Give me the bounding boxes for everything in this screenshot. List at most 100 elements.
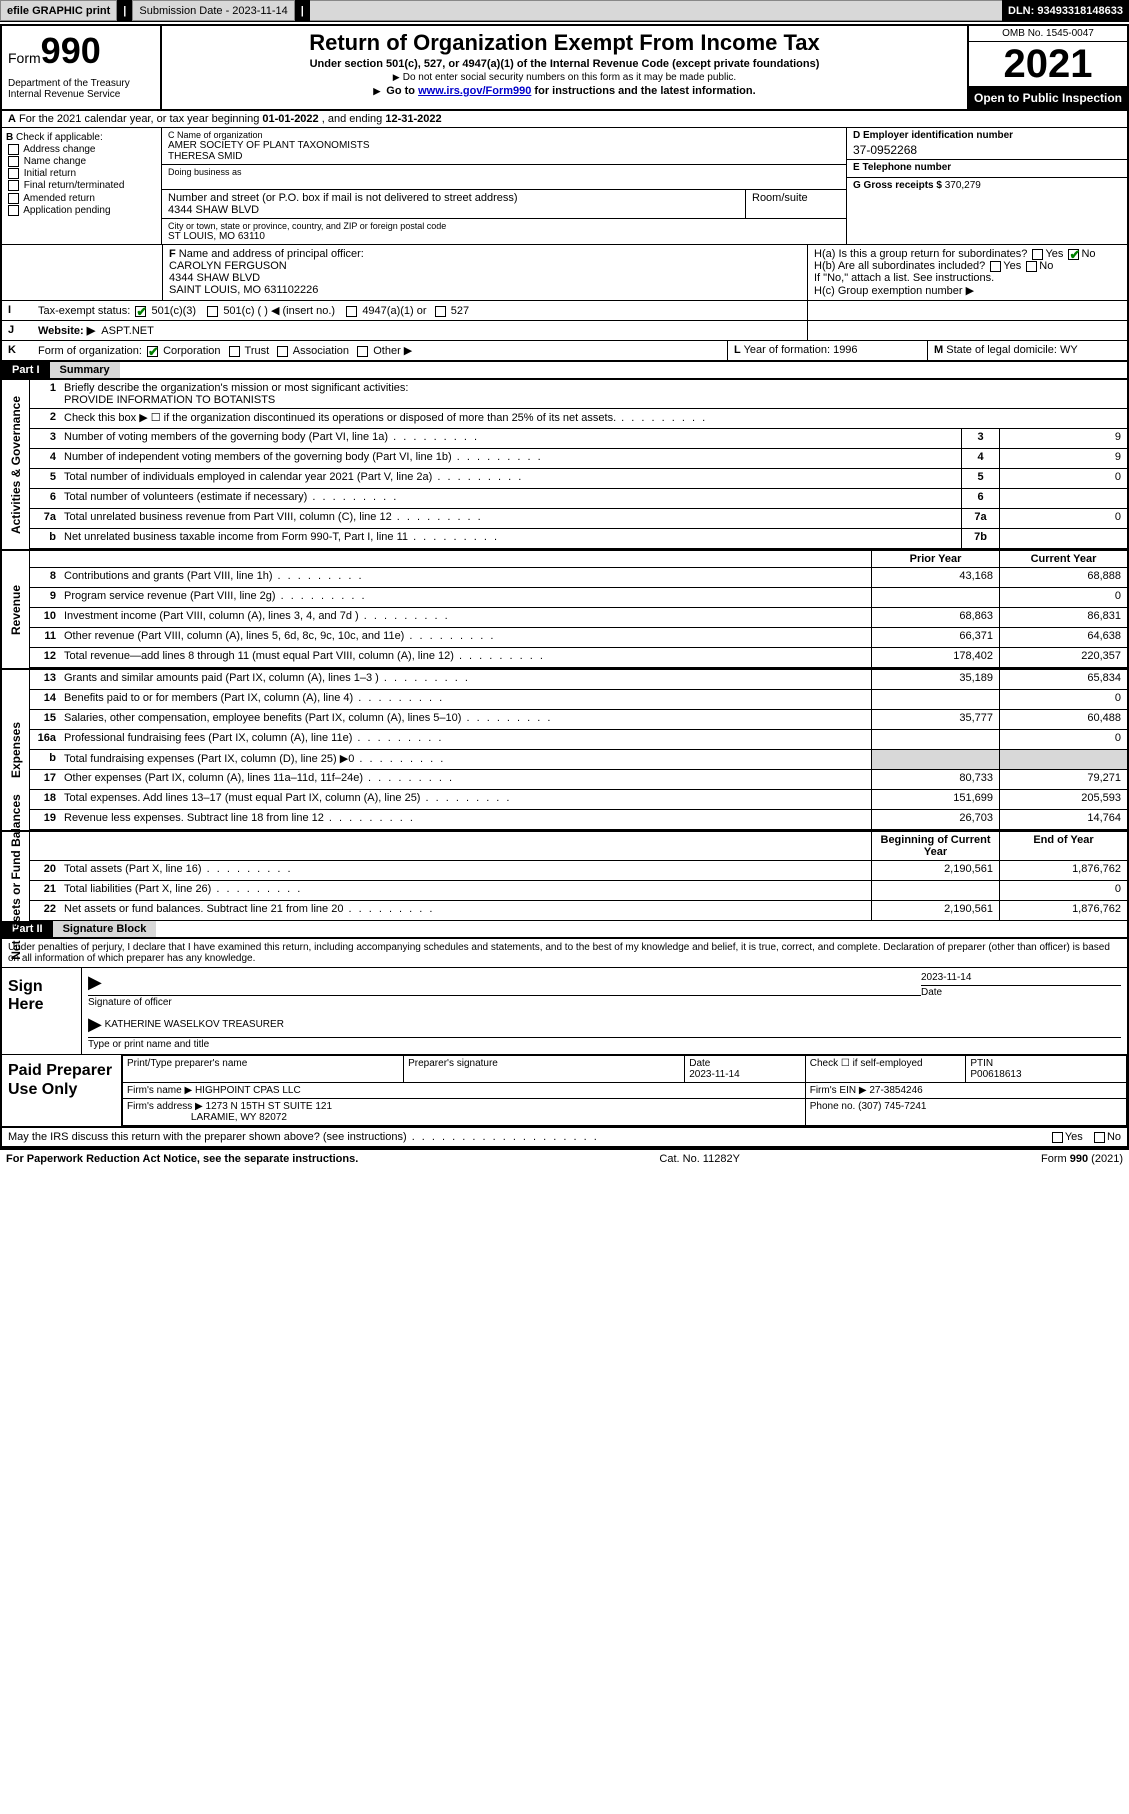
checkbox-corp[interactable] <box>147 346 158 357</box>
line-box: 4 <box>961 449 999 468</box>
line-text: Contributions and grants (Part VIII, lin… <box>60 568 871 587</box>
line-text: Number of voting members of the governin… <box>60 429 961 448</box>
goto-link[interactable]: www.irs.gov/Form990 <box>418 85 531 97</box>
checkbox-icon[interactable] <box>8 156 19 167</box>
checkbox-may-yes[interactable] <box>1052 1132 1063 1143</box>
toolbar-divider: | <box>295 0 310 21</box>
footer-left: For Paperwork Reduction Act Notice, see … <box>6 1153 358 1165</box>
firm-phone-label: Phone no. <box>810 1101 856 1112</box>
current-value: 14,764 <box>999 810 1127 829</box>
summary-row: 9Program service revenue (Part VIII, lin… <box>30 588 1127 608</box>
summary-row: 7aTotal unrelated business revenue from … <box>30 509 1127 529</box>
prior-value: 2,190,561 <box>871 861 999 880</box>
gross-label: G Gross receipts $ <box>853 180 942 191</box>
checkbox-hb-yes[interactable] <box>990 261 1001 272</box>
prep-h2: Preparer's signature <box>404 1056 685 1083</box>
prior-value: 2,190,561 <box>871 901 999 920</box>
summary-row: 4Number of independent voting members of… <box>30 449 1127 469</box>
prep-ptin: P00618613 <box>970 1069 1021 1080</box>
checkbox-other[interactable] <box>357 346 368 357</box>
summary-row: bTotal fundraising expenses (Part IX, co… <box>30 750 1127 770</box>
line-num: b <box>30 750 60 769</box>
firm-ein: 27-3854246 <box>869 1085 922 1096</box>
checkbox-ha-no[interactable] <box>1068 249 1079 260</box>
checkbox-assoc[interactable] <box>277 346 288 357</box>
current-value: 0 <box>999 588 1127 607</box>
summary-row: 22Net assets or fund balances. Subtract … <box>30 901 1127 921</box>
summary-row: 21Total liabilities (Part X, line 26)0 <box>30 881 1127 901</box>
checkbox-ha-yes[interactable] <box>1032 249 1043 260</box>
box-b-intro: Check if applicable: <box>16 132 103 143</box>
row-f-label: F <box>169 248 176 260</box>
checkbox-hb-no[interactable] <box>1026 261 1037 272</box>
officer-addr1: 4344 SHAW BLVD <box>169 272 260 284</box>
part1-header: Part I Summary <box>2 362 1127 380</box>
header-left: Form990 Department of the Treasury Inter… <box>2 26 162 109</box>
line-num: 22 <box>30 901 60 920</box>
checkbox-icon[interactable] <box>8 193 19 204</box>
may-discuss-text: May the IRS discuss this return with the… <box>8 1131 599 1143</box>
prior-value <box>871 588 999 607</box>
prior-value <box>871 881 999 900</box>
current-value: 220,357 <box>999 648 1127 667</box>
checkbox-501c3[interactable] <box>135 306 146 317</box>
officer-name: CAROLYN FERGUSON <box>169 260 287 272</box>
summary-section: Net Assets or Fund BalancesBeginning of … <box>2 832 1127 921</box>
prep-date: 2023-11-14 <box>689 1069 739 1080</box>
opt-assoc: Association <box>293 345 349 357</box>
goto-pre: Go to <box>386 85 418 97</box>
line-num: 7a <box>30 509 60 528</box>
line-value: 0 <box>999 509 1127 528</box>
checkbox-4947[interactable] <box>346 306 357 317</box>
row-j: J Website: ▶ ASPT.NET <box>2 321 1127 341</box>
firm-phone: (307) 745-7241 <box>858 1101 926 1112</box>
current-value: 1,876,762 <box>999 861 1127 880</box>
line-text: Total revenue—add lines 8 through 11 (mu… <box>60 648 871 667</box>
checkbox-icon[interactable] <box>8 180 19 191</box>
no-label: No <box>1081 248 1095 260</box>
checkbox-icon[interactable] <box>8 168 19 179</box>
checkbox-may-no[interactable] <box>1094 1132 1105 1143</box>
row-i: I Tax-exempt status: 501(c)(3) 501(c) ( … <box>2 301 1127 321</box>
preparer-table: Print/Type preparer's name Preparer's si… <box>122 1055 1127 1126</box>
firm-ein-label: Firm's EIN ▶ <box>810 1085 867 1096</box>
row-fh: F Name and address of principal officer:… <box>2 245 1127 301</box>
line-text: Total assets (Part X, line 16) <box>60 861 871 880</box>
checkbox-icon[interactable] <box>8 144 19 155</box>
current-year-header: Current Year <box>999 551 1127 567</box>
line-text: Total fundraising expenses (Part IX, col… <box>60 750 871 769</box>
checkbox-527[interactable] <box>435 306 446 317</box>
checkbox-icon[interactable] <box>8 205 19 216</box>
yes-label: Yes <box>1065 1131 1083 1143</box>
column-header: Prior YearCurrent Year <box>30 551 1127 568</box>
current-value: 60,488 <box>999 710 1127 729</box>
part1-title: Summary <box>50 362 120 378</box>
website-label: Website: ▶ <box>38 325 95 337</box>
may-discuss-row: May the IRS discuss this return with the… <box>2 1128 1127 1148</box>
sign-date-label: Date <box>921 987 942 998</box>
form-subtitle: Under section 501(c), 527, or 4947(a)(1)… <box>168 58 961 70</box>
checkbox-501c[interactable] <box>207 306 218 317</box>
opt-4947: 4947(a)(1) or <box>362 305 426 317</box>
line-num: 10 <box>30 608 60 627</box>
line-box: 6 <box>961 489 999 508</box>
org-name-2: THERESA SMID <box>168 151 840 162</box>
summary-row: 20Total assets (Part X, line 16)2,190,56… <box>30 861 1127 881</box>
row-l-label: L <box>734 344 741 356</box>
summary-row: 1Briefly describe the organization's mis… <box>30 380 1127 409</box>
summary-row: 13Grants and similar amounts paid (Part … <box>30 670 1127 690</box>
prior-value <box>871 730 999 749</box>
box-b-option: Final return/terminated <box>6 180 157 191</box>
checkbox-trust[interactable] <box>229 346 240 357</box>
no-label: No <box>1039 260 1053 272</box>
summary-row: 5Total number of individuals employed in… <box>30 469 1127 489</box>
opt-other: Other ▶ <box>373 345 412 357</box>
header-mid: Return of Organization Exempt From Incom… <box>162 26 967 109</box>
box-h: H(a) Is this a group return for subordin… <box>807 245 1127 300</box>
penalty-text: Under penalties of perjury, I declare th… <box>2 939 1127 967</box>
section-bcdeg: B Check if applicable: Address change Na… <box>2 128 1127 245</box>
section-body: 1Briefly describe the organization's mis… <box>30 380 1127 549</box>
current-value: 0 <box>999 690 1127 709</box>
signature-label: Signature of officer <box>88 997 172 1008</box>
line-num: 12 <box>30 648 60 667</box>
